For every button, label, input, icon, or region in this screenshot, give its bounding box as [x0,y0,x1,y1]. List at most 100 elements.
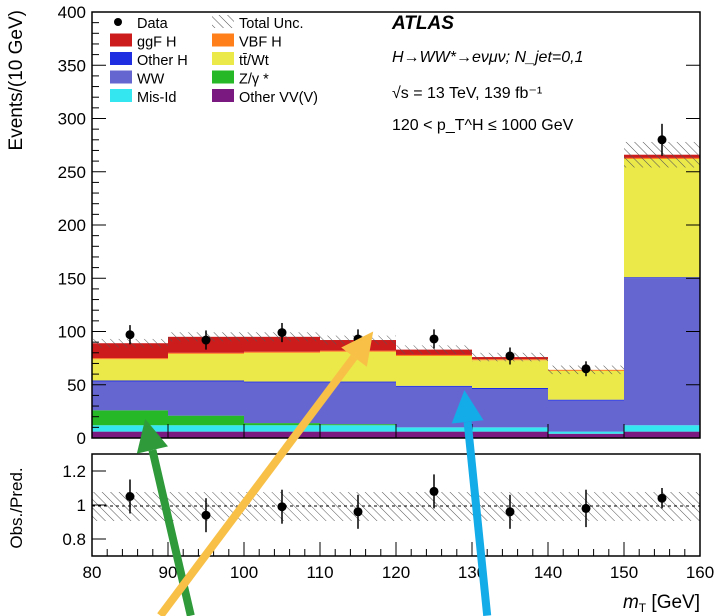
bar-tt-wt-bin-1 [168,353,244,381]
bar-tt-wt-bin-7 [624,158,700,278]
y-tick-label-300: 300 [58,110,86,129]
legend-other-h-label: Other H [137,53,188,69]
y-tick-label-350: 350 [58,56,86,75]
y-tick-label-0: 0 [77,429,86,448]
bar-mis-id-bin-3 [320,425,396,432]
data-point-4 [429,334,439,344]
bar-z-bin-3 [320,424,396,426]
data-point-1 [201,335,211,345]
x-tick-label-90: 90 [159,563,178,582]
ratio-point-0 [125,492,135,501]
arrow-head-2 [451,390,484,424]
uncertainty-band-bin-4 [396,345,472,354]
ratio-point-4 [429,486,439,496]
legend-tt-wt-swatch [212,52,234,65]
x-tick-label-150: 150 [610,563,638,582]
data-point-0 [125,330,135,340]
y-axis-ticks: 0 50 100 150 200 250 300 350 400 [58,3,700,448]
legend-data-label: Data [137,16,169,32]
bar-other-vv-v-bin-3 [320,431,396,438]
ratio-y-axis-ticks: 0.8 1 1.2 [62,462,106,549]
ratio-y-tick-label-1: 1 [77,496,86,515]
y-tick-label-200: 200 [58,216,86,235]
stacked-bars [92,154,700,438]
bar-other-h-bin-5 [472,387,548,390]
ratio-point-3 [353,507,363,517]
bar-other-h-bin-4 [396,385,472,387]
x-tick-label-160: 160 [686,563,714,582]
bar-vbf-h-bin-1 [168,352,244,354]
ratio-y-axis-label: Obs./Pred. [7,467,26,548]
bar-ww-bin-1 [168,381,244,416]
data-point-7 [657,135,667,145]
bar-vbf-h-bin-4 [396,354,472,356]
ratio-point-1 [201,510,211,520]
bar-z-bin-0 [92,410,168,426]
ratio-y-tick-label-0.8: 0.8 [62,530,86,549]
y-tick-label-50: 50 [67,376,86,395]
x-tick-label-140: 140 [534,563,562,582]
arrow-head-0 [136,418,169,454]
arrow-head-1 [341,331,374,367]
legend-other-h-swatch [110,52,132,65]
bar-other-vv-v-bin-5 [472,431,548,438]
bar-ww-bin-5 [472,389,548,428]
legend-total-unc-swatch [212,15,234,28]
y-tick-label-250: 250 [58,163,86,182]
x-tick-label-80: 80 [83,563,102,582]
arrow-shaft-1 [157,354,358,616]
ratio-y-tick-label-1.2: 1.2 [62,462,86,481]
y-tick-label-400: 400 [58,3,86,22]
ratio-point-5 [505,507,515,517]
energy-label: √s = 13 TeV, 139 fb⁻¹ [392,85,542,102]
x-axis-ticks: 80 90 100 110 120 130 140 150 160 [83,542,714,582]
legend-tt-wt-label: tt̄/Wt [239,53,269,69]
bar-other-vv-v-bin-6 [548,433,624,438]
data-point-6 [581,364,591,374]
bar-other-vv-v-bin-2 [244,431,320,438]
legend-ggf-h-label: ggF H [137,35,177,51]
bar-vbf-h-bin-0 [92,358,168,360]
total-uncertainty-bands [92,141,700,375]
legend-ww-label: WW [137,72,165,88]
ratio-data-points [125,474,667,533]
bar-tt-wt-bin-2 [244,352,320,382]
bar-ww-bin-0 [92,381,168,411]
bar-mis-id-bin-1 [168,425,244,432]
bar-mis-id-bin-7 [624,425,700,432]
data-point-5 [505,351,515,361]
bar-mis-id-bin-2 [244,425,320,432]
legend-other-vv-v-swatch [212,89,234,102]
bar-other-h-bin-6 [548,399,624,401]
y-axis-label: Events/(10 GeV) [6,10,27,150]
arrow-shaft-2 [463,421,492,616]
ratio-point-2 [277,502,287,512]
bar-other-h-bin-7 [624,277,700,279]
legend-ww-swatch [110,70,132,84]
x-tick-label-110: 110 [306,563,333,582]
bar-z-bin-1 [168,415,244,426]
x-tick-label-120: 120 [382,563,410,582]
bar-tt-wt-bin-4 [396,355,472,386]
bar-vbf-h-bin-2 [244,351,320,353]
arrow-shaft-0 [148,449,195,616]
x-tick-label-100: 100 [230,563,258,582]
x-axis-label: mT [GeV] [623,592,700,615]
ratio-plot-panel: 0.811.2 80 90 100 110 120 130 140 150 160 [62,453,714,582]
bar-other-vv-v-bin-0 [92,431,168,438]
ratio-point-6 [581,503,591,513]
legend-z-label: Z/γ * [239,72,269,88]
bar-z-bin-2 [244,423,320,426]
y-tick-label-100: 100 [58,323,86,342]
legend: Data Total Unc. ggF H VBF H Other H tt̄/Wt WW Z… [110,15,318,106]
legend-mis-id-label: Mis-Id [137,90,176,106]
bar-other-vv-v-bin-4 [396,431,472,438]
bar-mis-id-bin-5 [472,427,548,432]
legend-data-marker [114,18,122,26]
legend-vbf-h-swatch [212,33,234,47]
main-plot-panel: 0 50 100 150 200 250 300 350 400 [58,3,701,448]
process-label: H→WW*→eνμν; N_jet=0,1 [392,49,583,66]
main-x-axis-ticks [91,424,701,438]
bar-tt-wt-bin-5 [472,360,548,388]
